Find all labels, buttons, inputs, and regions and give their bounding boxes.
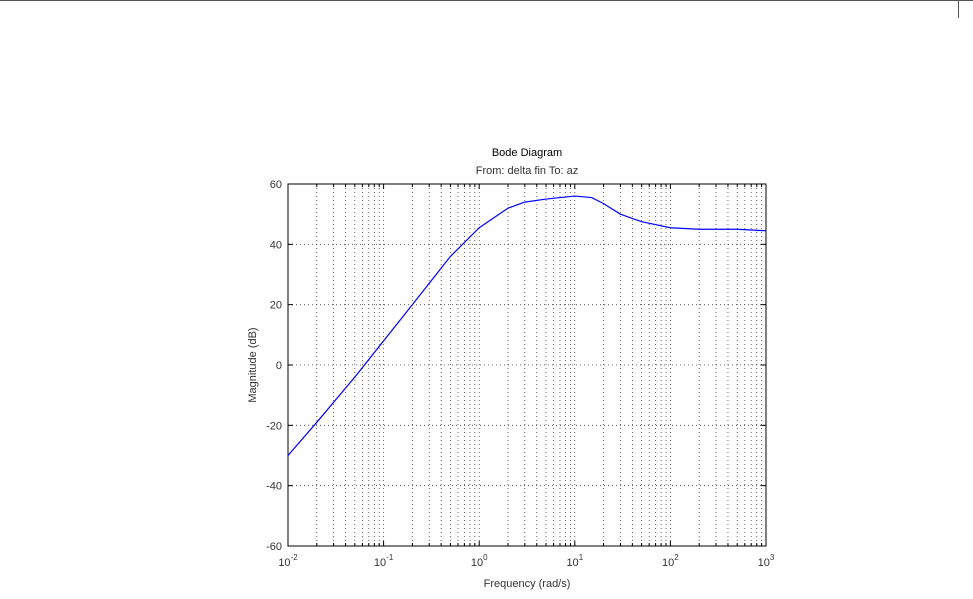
x-tick-exponent: 3 [770,553,775,562]
y-tick-label: -40 [266,481,282,493]
x-tick-base: 10 [662,557,674,569]
x-tick-label: 101 [566,553,583,569]
x-tick-base: 10 [566,557,578,569]
x-tick-label: 10-1 [374,553,394,569]
plot-frame [287,183,767,547]
x-tick-label: 103 [758,553,775,569]
y-tick-label: -60 [266,541,282,553]
x-tick-base: 10 [374,557,386,569]
chart-title: Bode Diagram [492,147,562,159]
y-axis-label: Magnitude (dB) [247,327,259,402]
y-tick-label: 40 [270,239,282,251]
y-tick-label: -20 [266,420,282,432]
y-tick-label: 0 [276,360,282,372]
data-line [287,195,767,456]
x-tick-exponent: 1 [579,553,584,562]
x-tick-exponent: -1 [386,553,394,562]
y-tick-label: 20 [270,300,282,312]
x-tick-exponent: -2 [291,553,299,562]
x-tick-exponent: 0 [483,553,488,562]
x-tick-base: 10 [758,557,770,569]
x-tick-label: 102 [662,553,679,569]
x-tick-base: 10 [471,557,483,569]
x-tick-base: 10 [278,557,290,569]
x-tick-label: 100 [471,553,488,569]
x-tick-label: 10-2 [278,553,298,569]
x-tick-exponent: 2 [674,553,679,562]
y-tick-label: 60 [270,179,282,191]
x-axis-label: Frequency (rad/s) [484,578,571,590]
chart-subtitle: From: delta fin To: az [476,165,579,177]
